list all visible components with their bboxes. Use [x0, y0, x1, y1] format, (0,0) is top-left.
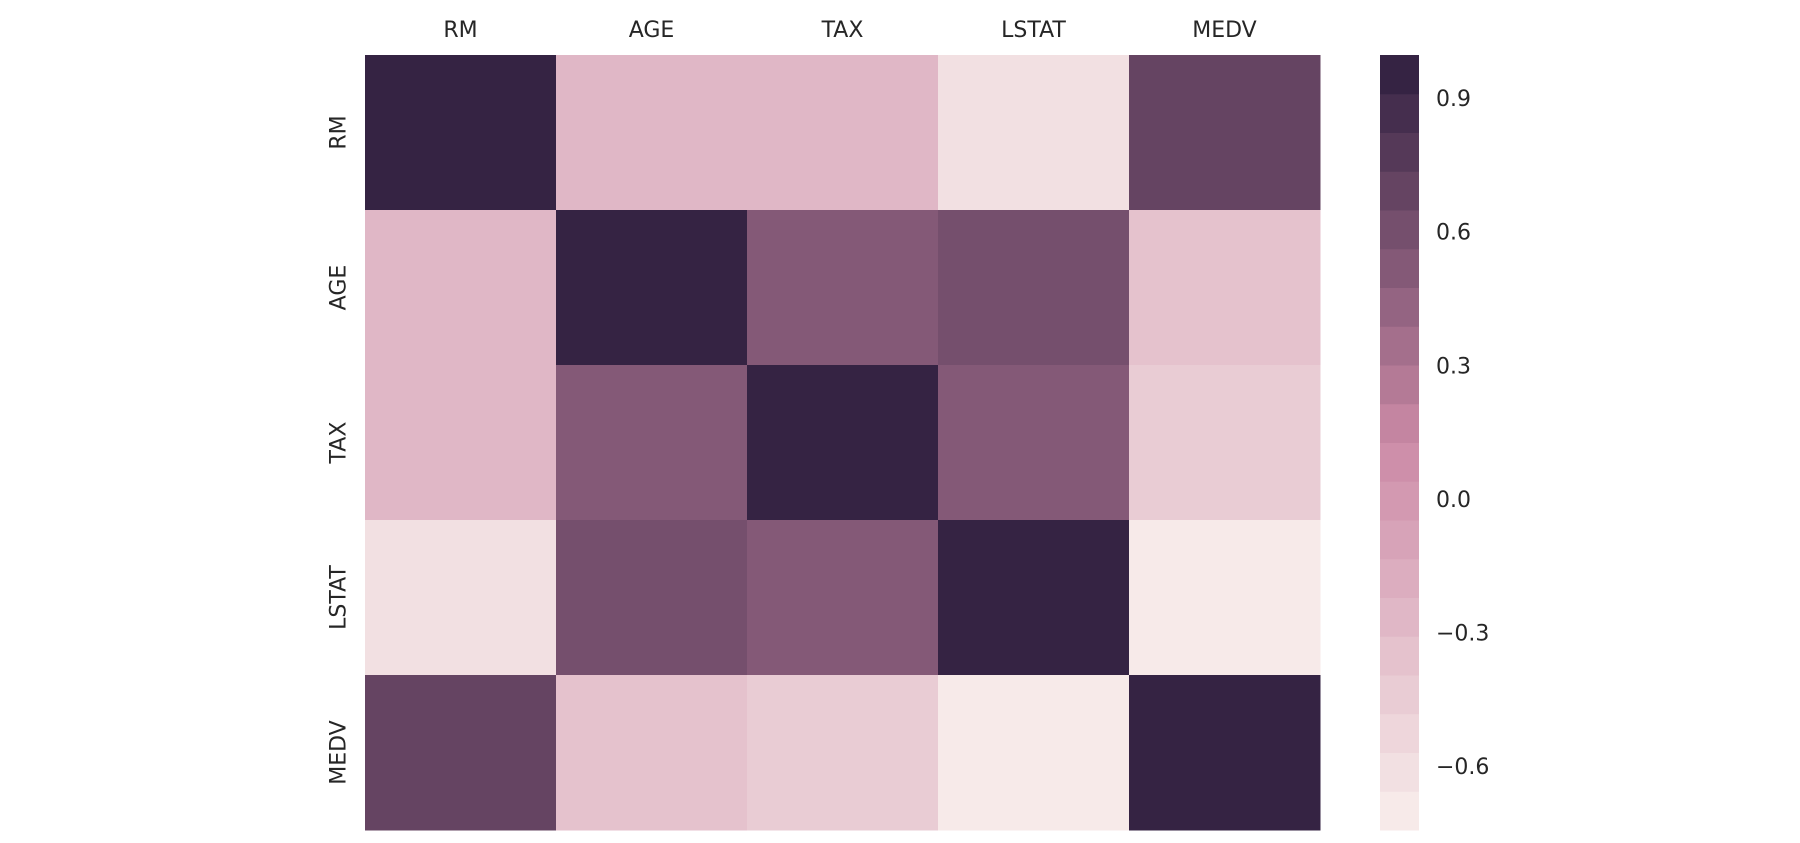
y-tick-label: MEDV — [327, 720, 352, 785]
colorbar-tick-label: 0.0 — [1436, 488, 1471, 513]
x-tick-label: LSTAT — [1001, 18, 1066, 43]
heatmap-cell — [365, 365, 557, 521]
colorbar-segment — [1380, 132, 1419, 172]
heatmap-cell — [938, 675, 1130, 831]
colorbar-tick-label: 0.3 — [1436, 354, 1471, 379]
colorbar-tick-label: −0.3 — [1436, 622, 1489, 647]
colorbar-segment — [1380, 442, 1419, 482]
colorbar-segment — [1380, 481, 1419, 521]
heatmap-cell — [938, 55, 1130, 211]
heatmap-cell — [1129, 210, 1321, 366]
heatmap-cell — [1129, 365, 1321, 521]
y-tick-label: RM — [327, 115, 352, 149]
heatmap-cell — [938, 365, 1130, 521]
colorbar-segment — [1380, 597, 1419, 637]
heatmap-cell — [365, 55, 557, 211]
x-tick-label: AGE — [629, 18, 675, 43]
heatmap-cell — [1129, 675, 1321, 831]
heatmap-cell — [747, 365, 939, 521]
colorbar-tick-label: 0.9 — [1436, 87, 1471, 112]
heatmap-cell — [556, 675, 748, 831]
colorbar-segment — [1380, 326, 1419, 366]
colorbar-segment — [1380, 365, 1419, 405]
colorbar-tick-label: −0.6 — [1436, 755, 1489, 780]
heatmap-cell — [1129, 520, 1321, 676]
colorbar-tick-label: 0.6 — [1436, 221, 1471, 246]
x-tick-label: MEDV — [1192, 18, 1257, 43]
y-tick-labels: RM AGE TAX LSTAT MEDV — [327, 115, 352, 784]
heatmap-cells — [365, 55, 1321, 831]
heatmap-cell — [747, 210, 939, 366]
heatmap-cell — [747, 55, 939, 211]
heatmap-cell — [365, 675, 557, 831]
colorbar-segment — [1380, 520, 1419, 560]
colorbar — [1380, 55, 1419, 831]
colorbar-segment — [1380, 171, 1419, 211]
y-tick-label: TAX — [327, 422, 352, 465]
heatmap-cell — [1129, 55, 1321, 211]
x-tick-label: RM — [443, 18, 477, 43]
heatmap-cell — [938, 210, 1130, 366]
x-tick-label: TAX — [821, 18, 864, 43]
heatmap-cell — [938, 520, 1130, 676]
colorbar-segment — [1380, 791, 1419, 831]
x-tick-labels: RM AGE TAX LSTAT MEDV — [443, 18, 1256, 43]
colorbar-segment — [1380, 752, 1419, 792]
colorbar-segment — [1380, 558, 1419, 598]
colorbar-segment — [1380, 675, 1419, 715]
colorbar-segment — [1380, 93, 1419, 133]
heatmap-cell — [556, 55, 748, 211]
colorbar-segment — [1380, 636, 1419, 676]
heatmap-cell — [556, 365, 748, 521]
heatmap-cell — [556, 520, 748, 676]
colorbar-segment — [1380, 248, 1419, 288]
heatmap-cell — [747, 675, 939, 831]
colorbar-segment — [1380, 287, 1419, 327]
heatmap-cell — [365, 210, 557, 366]
heatmap-cell — [556, 210, 748, 366]
colorbar-segment — [1380, 210, 1419, 250]
y-tick-label: AGE — [327, 265, 352, 311]
y-tick-label: LSTAT — [327, 565, 352, 630]
colorbar-segment — [1380, 55, 1419, 95]
colorbar-segment — [1380, 403, 1419, 443]
colorbar-tick-labels: 0.9 0.6 0.3 0.0 −0.3 −0.6 — [1436, 87, 1489, 780]
heatmap-cell — [365, 520, 557, 676]
heatmap-cell — [747, 520, 939, 676]
colorbar-segment — [1380, 713, 1419, 753]
